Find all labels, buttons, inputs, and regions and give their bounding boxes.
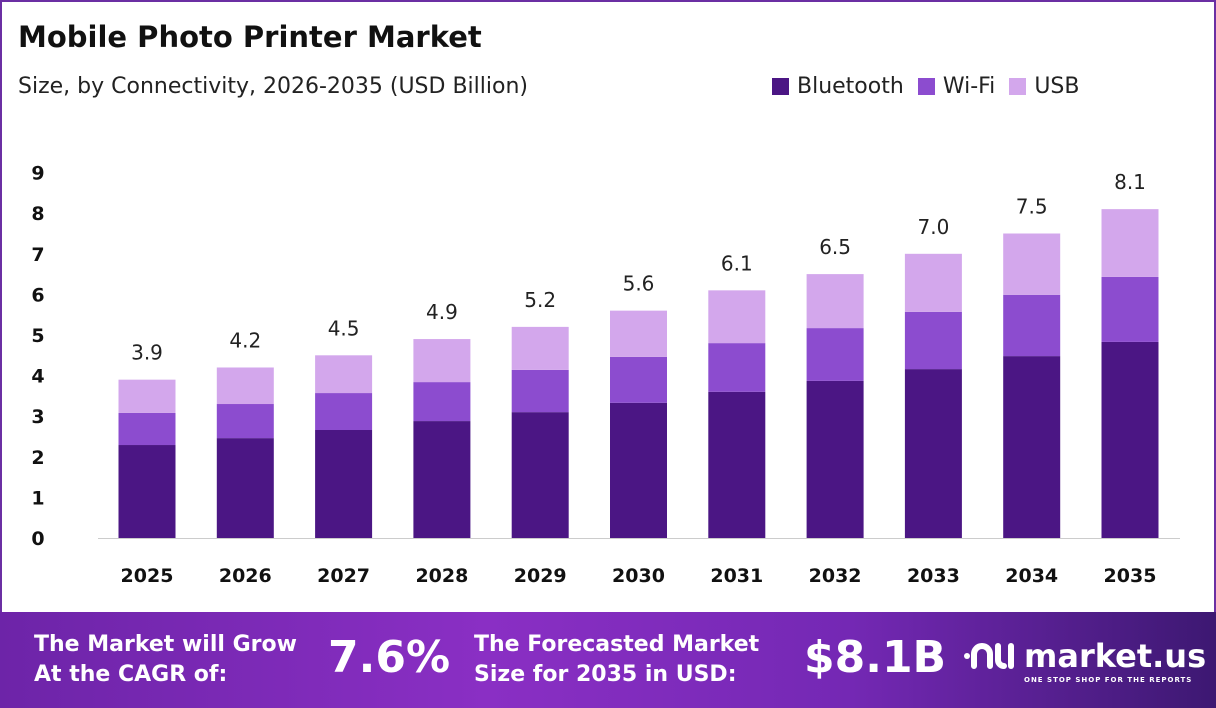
legend-label: Wi-Fi [942,74,996,99]
y-tick-label: 6 [31,284,44,306]
bar-segment-usb [1101,209,1159,277]
bar-segment-usb [610,310,667,357]
x-tick-label: 2031 [710,565,763,587]
bar-segment-wifi [904,311,962,370]
legend-label: USB [1034,74,1080,99]
forecast-label-line: The Forecasted Market [474,632,760,657]
data-label: 6.1 [721,251,753,275]
forecast-value: $8.1B [804,632,947,683]
bar-segment-usb [904,253,962,312]
legend-swatch [1009,78,1027,95]
bar-chart: 0 1 2 3 4 5 6 7 8 9 3.9 2025 4.2 2026 4.5 2027 4.9 2028 5.… [31,163,1180,587]
data-label: 3.9 [131,341,163,365]
data-label: 7.0 [917,215,949,239]
bar-segment-wifi [1003,294,1061,357]
legend-item-usb: USB [1009,74,1079,99]
legend-swatch [772,78,789,95]
bar-segment-usb [1003,233,1061,295]
legend-item-wifi: Wi-Fi [917,74,996,99]
cagr-value: 7.6% [328,632,451,683]
x-tick-label: 2025 [121,565,174,587]
y-tick-label: 5 [31,325,44,347]
y-tick-label: 2 [31,447,44,469]
bar-segment-bluetooth [806,380,864,538]
y-tick-label: 4 [31,366,44,388]
brand-logo-icon [964,643,1014,669]
y-tick-label: 1 [31,487,44,509]
bar-segment-bluetooth [904,369,962,538]
x-tick-label: 2034 [1005,565,1058,587]
bar-segment-bluetooth [610,402,667,538]
bar-segment-bluetooth [511,412,569,538]
data-label: 7.5 [1016,195,1048,219]
forecast-label-line: Size for 2035 in USD: [474,662,737,687]
bar-segment-usb [806,274,864,329]
y-tick-label: 0 [31,528,44,550]
cagr-label-line: The Market will Grow [34,632,297,657]
bar-segment-wifi [610,356,667,403]
data-label: 4.2 [229,328,261,352]
bar-segment-wifi [118,412,176,446]
brand-name: market.us [1024,637,1207,675]
bar-segment-usb [315,355,373,394]
y-tick-label: 8 [31,203,44,225]
bar-segment-bluetooth [118,445,176,538]
legend-label: Bluetooth [797,74,904,99]
footer-banner: The Market will Grow At the CAGR of: 7.6%… [0,612,1216,708]
y-tick-label: 9 [31,163,44,185]
cagr-label: The Market will Grow At the CAGR of: [34,630,297,690]
y-tick-label: 7 [31,244,44,266]
x-tick-label: 2035 [1104,565,1157,587]
data-label: 5.6 [623,272,655,296]
chart-subtitle: Size, by Connectivity, 2026-2035 (USD Bi… [18,74,528,99]
x-tick-label: 2032 [809,565,862,587]
cagr-label-line: At the CAGR of: [34,662,228,687]
data-label: 4.5 [328,316,360,340]
bar-segment-bluetooth [708,391,766,538]
bar-segment-wifi [806,328,864,381]
bar-segment-wifi [708,343,766,392]
bar-segment-usb [708,290,766,344]
x-tick-label: 2033 [907,565,960,587]
x-tick-label: 2026 [219,565,272,587]
bar-segment-wifi [413,382,471,422]
bar-segment-bluetooth [315,430,373,538]
bar-segment-usb [511,326,569,370]
brand-logo: market.us ONE STOP SHOP FOR THE REPORTS [962,636,1207,684]
data-label: 5.2 [524,288,556,312]
data-label: 8.1 [1114,170,1146,194]
bar-segment-wifi [315,393,373,431]
bar-segment-usb [413,339,471,383]
bar-segment-bluetooth [1003,356,1061,538]
brand-tagline: ONE STOP SHOP FOR THE REPORTS [1024,676,1193,684]
x-tick-label: 2029 [514,565,567,587]
x-tick-label: 2028 [415,565,468,587]
bar-segment-wifi [511,369,569,413]
x-tick-label: 2027 [317,565,370,587]
data-label: 6.5 [819,235,851,259]
bar-segment-wifi [216,404,274,439]
legend-item-bluetooth: Bluetooth [772,74,904,99]
legend: Bluetooth Wi-Fi USB [772,74,1079,99]
bar-segment-wifi [1101,276,1159,342]
chart-title: Mobile Photo Printer Market [18,20,482,54]
y-tick-label: 3 [31,406,44,428]
bar-segment-bluetooth [216,438,274,538]
bar-segment-usb [216,367,274,405]
data-label: 4.9 [426,300,458,324]
bar-segment-bluetooth [1101,341,1159,538]
x-tick-label: 2030 [612,565,665,587]
bar-segment-usb [118,379,176,413]
legend-swatch [917,78,935,95]
bar-segment-bluetooth [413,421,471,538]
forecast-label: The Forecasted Market Size for 2035 in US… [474,630,759,690]
